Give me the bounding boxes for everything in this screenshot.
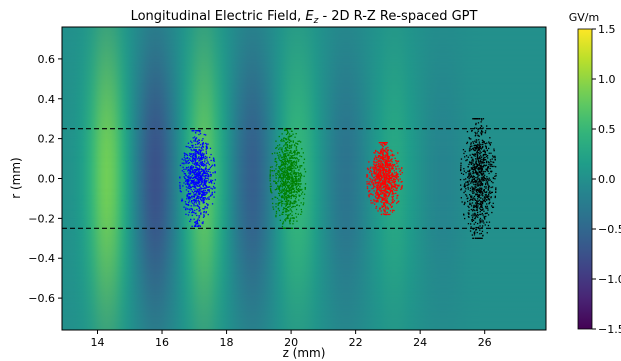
bunch-points [179,118,497,239]
y-ticks: 0.6 0.4 0.2 0.0 −0.2 −0.4 −0.6 [28,53,62,305]
chart-title: Longitudinal Electric Field, Ez - 2D R-Z… [131,9,478,26]
bunch-2 [366,142,403,216]
x-tick-label: 18 [220,336,234,349]
y-tick-label: 0.4 [38,93,56,106]
y-tick-label: 0.2 [38,133,56,146]
x-axis-label: z (mm) [283,346,326,360]
x-ticks: 14 16 18 20 22 24 26 [90,330,492,349]
x-tick-label: 16 [155,336,169,349]
x-tick-label: 24 [413,336,427,349]
colorbar-tick-label: 1.5 [598,23,616,36]
colorbar-ticks: 1.5 1.0 0.5 0.0 −0.5 −1.0 −1.5 [592,23,621,336]
colorbar-tick-label: 0.5 [598,123,616,136]
x-tick-label: 14 [90,336,104,349]
bunch-0 [179,130,216,227]
x-tick-label: 26 [478,336,492,349]
colorbar-label: GV/m [569,11,599,24]
x-tick-label: 20 [284,336,298,349]
y-tick-label: 0.6 [38,53,56,66]
colorbar-tick-label: −0.5 [598,223,621,236]
bunch-1 [269,128,307,229]
colorbar-tick-label: 0.0 [598,173,616,186]
y-tick-label: 0.0 [38,173,56,186]
field-bands [62,27,546,330]
bunch-3 [459,118,497,239]
y-tick-label: −0.4 [28,252,55,265]
x-tick-label: 22 [349,336,363,349]
y-axis-label: r (mm) [9,157,23,199]
colorbar-tick-label: −1.5 [598,323,621,336]
y-tick-label: −0.6 [28,292,55,305]
colorbar [577,28,593,330]
y-tick-label: −0.2 [28,212,55,225]
colorbar-tick-label: 1.0 [598,73,616,86]
guide-lines [62,128,546,229]
plot-area [62,27,546,330]
colorbar-tick-label: −1.0 [598,273,621,286]
